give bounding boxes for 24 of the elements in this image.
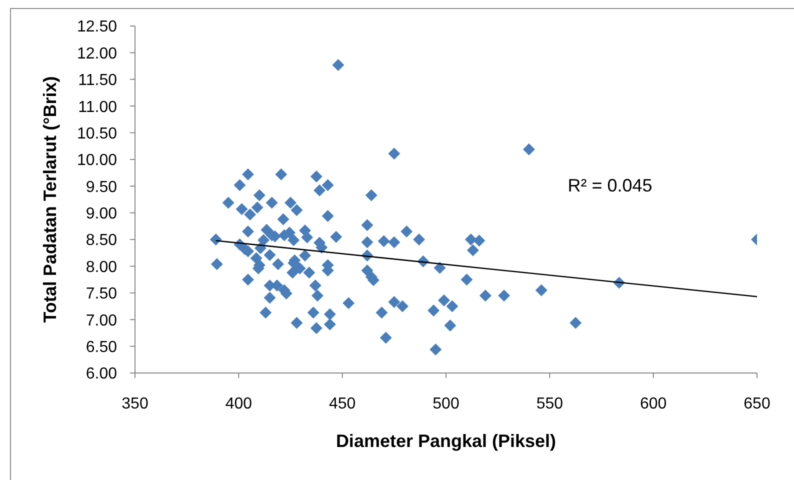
- x-tick-label: 600: [640, 395, 667, 412]
- y-tick-label: 10.00: [76, 152, 118, 170]
- x-tick-label: 400: [225, 395, 252, 412]
- y-axis-title: Total Padatan Terlarut (°Brix): [40, 76, 60, 323]
- x-tick-label: 500: [432, 395, 460, 412]
- y-tick-label: 7.50: [86, 286, 118, 303]
- x-tick-label: 450: [328, 395, 356, 412]
- y-tick-label: 11.50: [78, 72, 118, 90]
- annotation: R² = 0.045: [568, 176, 652, 196]
- y-tick-label: 10.50: [76, 125, 118, 142]
- y-tick-label: 12.50: [76, 18, 118, 36]
- y-tick-label: 9.50: [86, 178, 118, 196]
- y-tick-label: 8.00: [86, 258, 118, 276]
- y-tick-label: 12.00: [76, 45, 118, 62]
- y-tick-label: 11.00: [78, 98, 118, 116]
- x-axis-title: Diameter Pangkal (Piksel): [336, 431, 556, 451]
- y-tick-label: 6.50: [86, 338, 118, 356]
- x-tick-label: 550: [536, 395, 564, 412]
- y-tick-label: 7.00: [86, 312, 118, 330]
- x-tick-label: 350: [122, 395, 148, 412]
- y-tick-label: 9.00: [86, 206, 118, 223]
- x-tick-label: 650: [744, 395, 770, 412]
- y-tick-label: 6.00: [86, 366, 118, 383]
- y-tick-label: 8.50: [86, 232, 118, 250]
